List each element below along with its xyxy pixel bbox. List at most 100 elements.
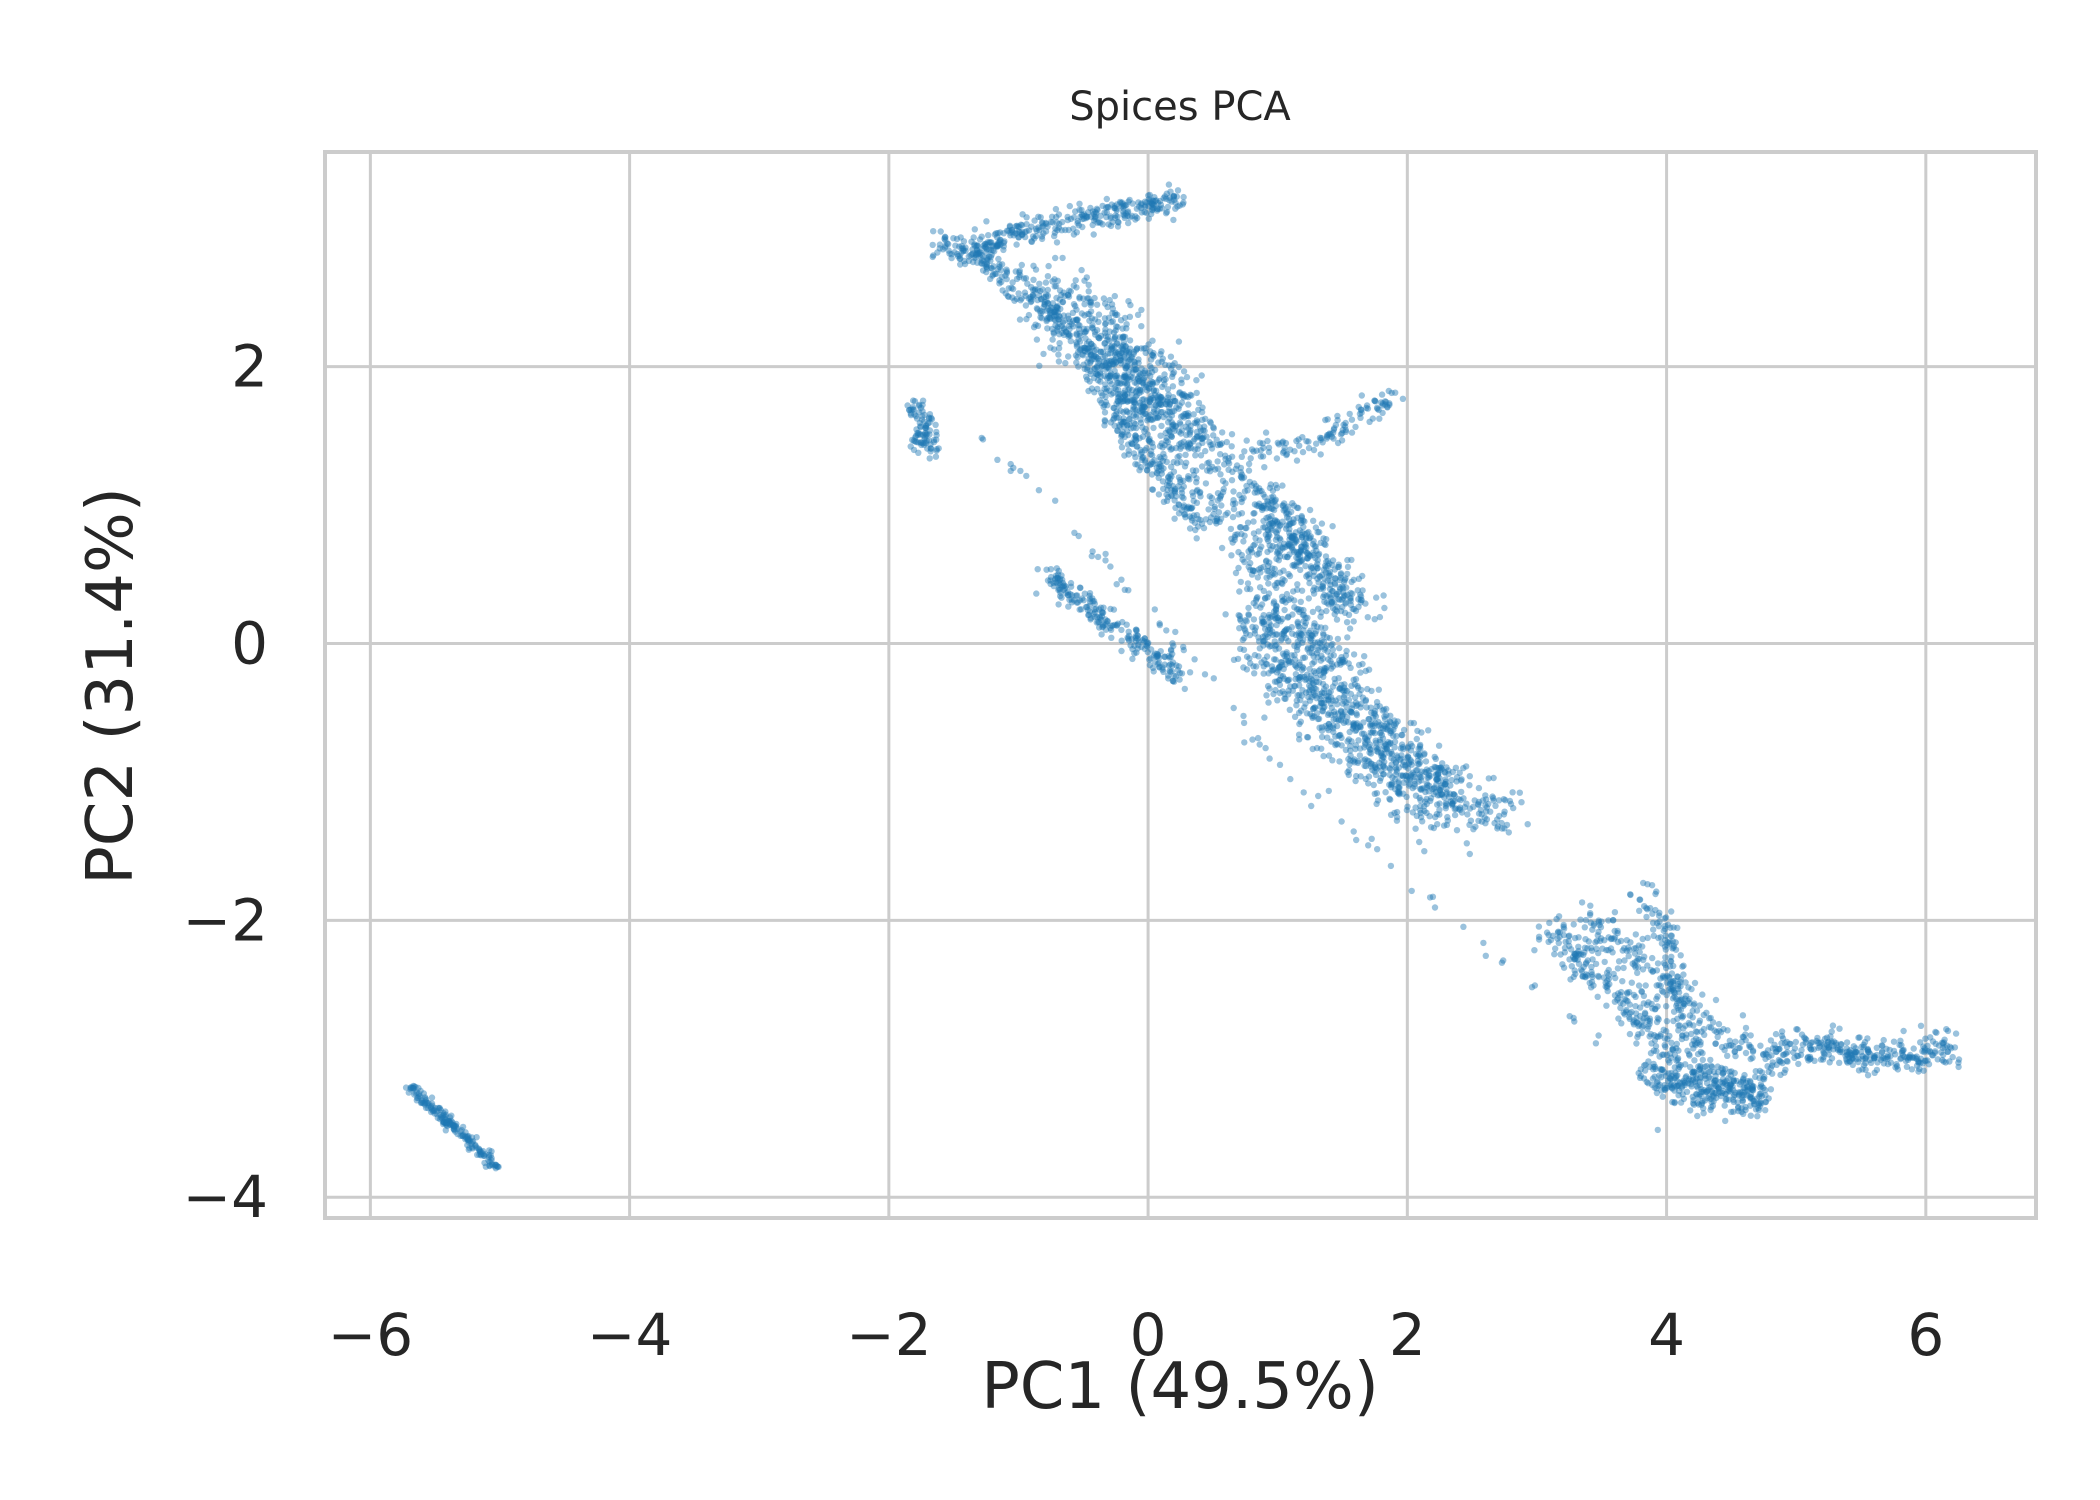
scatter-point xyxy=(1051,232,1058,240)
scatter-point xyxy=(1170,397,1177,405)
scatter-point xyxy=(1329,683,1337,690)
scatter-point xyxy=(1303,573,1310,580)
scatter-point xyxy=(1341,609,1349,616)
scatter-point xyxy=(1065,293,1073,300)
scatter-point xyxy=(1085,295,1092,302)
scatter-point xyxy=(1117,356,1124,364)
scatter-point xyxy=(1329,663,1337,670)
scatter-point xyxy=(917,439,924,446)
scatter-point xyxy=(1165,408,1172,415)
scatter-point xyxy=(1213,436,1220,443)
scatter-point xyxy=(1002,272,1009,279)
scatter-point xyxy=(1408,758,1415,765)
scatter-point xyxy=(1122,342,1129,350)
scatter-point xyxy=(1140,403,1148,411)
scatter-point xyxy=(1111,335,1118,343)
scatter-point xyxy=(1037,214,1044,221)
scatter-point xyxy=(1657,1065,1664,1073)
scatter-point xyxy=(1041,298,1048,305)
scatter-point xyxy=(1251,541,1259,548)
scatter-point xyxy=(1173,493,1180,500)
scatter-point xyxy=(485,1153,493,1161)
scatter-point xyxy=(1053,219,1060,226)
scatter-point xyxy=(1315,644,1323,651)
scatter-point xyxy=(1118,576,1125,583)
scatter-point xyxy=(927,448,934,455)
scatter-point xyxy=(1076,200,1083,207)
scatter-point xyxy=(1003,266,1010,273)
scatter-point xyxy=(1133,626,1140,633)
scatter-point xyxy=(1227,525,1235,533)
scatter-point xyxy=(1141,203,1149,210)
scatter-point xyxy=(919,397,927,404)
scatter-point xyxy=(1232,531,1239,538)
scatter-point xyxy=(442,1119,450,1126)
scatter-point xyxy=(1355,684,1362,691)
scatter-point xyxy=(437,1114,445,1121)
scatter-point xyxy=(1263,557,1270,564)
scatter-point xyxy=(1303,530,1311,537)
scatter-point xyxy=(1285,613,1292,620)
scatter-point xyxy=(1372,737,1379,744)
scatter-point xyxy=(1111,404,1118,412)
scatter-point xyxy=(1873,1044,1881,1052)
scatter-point xyxy=(960,238,968,245)
scatter-point xyxy=(1102,326,1109,333)
scatter-point xyxy=(1055,316,1062,323)
scatter-point xyxy=(1167,471,1174,478)
scatter-point xyxy=(1096,397,1104,404)
scatter-point xyxy=(1000,243,1007,250)
scatter-point xyxy=(1427,824,1435,831)
scatter-point xyxy=(1299,517,1307,524)
scatter-point xyxy=(1919,1060,1927,1067)
scatter-point xyxy=(1322,624,1329,631)
scatter-point xyxy=(1345,771,1353,779)
scatter-point xyxy=(1794,1026,1801,1033)
scatter-point xyxy=(1152,410,1160,417)
scatter-point xyxy=(1298,533,1306,540)
scatter-point xyxy=(1150,396,1157,404)
scatter-point xyxy=(1058,322,1065,330)
scatter-point xyxy=(1145,192,1152,199)
scatter-point xyxy=(1087,370,1094,377)
scatter-point xyxy=(1117,407,1124,414)
scatter-point xyxy=(1166,197,1173,204)
scatter-point xyxy=(1102,366,1109,373)
scatter-point xyxy=(913,415,921,422)
scatter-point xyxy=(1127,301,1134,309)
scatter-point xyxy=(920,441,928,449)
scatter-point xyxy=(954,250,961,258)
scatter-point xyxy=(1033,336,1041,343)
scatter-point xyxy=(1053,304,1061,311)
scatter-point xyxy=(1325,726,1332,734)
scatter-point xyxy=(1298,558,1305,565)
scatter-point xyxy=(1166,409,1174,416)
scatter-point xyxy=(1155,413,1162,420)
scatter-point xyxy=(1310,590,1318,597)
scatter-point xyxy=(1182,443,1189,450)
scatter-point xyxy=(1018,228,1026,235)
scatter-point xyxy=(988,251,995,258)
scatter-point xyxy=(1260,517,1267,525)
scatter-point xyxy=(1118,626,1125,634)
scatter-point xyxy=(1079,212,1086,219)
scatter-point xyxy=(1165,419,1172,426)
scatter-point xyxy=(1158,422,1165,430)
scatter-point xyxy=(1635,982,1643,989)
scatter-point xyxy=(1365,715,1372,723)
scatter-point xyxy=(1196,424,1204,431)
scatter-point xyxy=(1749,1083,1756,1091)
scatter-point xyxy=(1772,1030,1780,1038)
scatter-point xyxy=(450,1122,457,1129)
scatter-point xyxy=(1252,602,1260,609)
scatter-point xyxy=(1860,1062,1868,1069)
scatter-point xyxy=(1137,371,1144,378)
scatter-point xyxy=(990,263,997,270)
scatter-point xyxy=(1111,357,1118,364)
scatter-point xyxy=(1054,304,1062,312)
scatter-point xyxy=(1109,305,1117,312)
scatter-point xyxy=(983,268,990,276)
scatter-point xyxy=(1113,581,1120,588)
scatter-point xyxy=(1165,404,1173,411)
scatter-point xyxy=(1117,343,1125,350)
